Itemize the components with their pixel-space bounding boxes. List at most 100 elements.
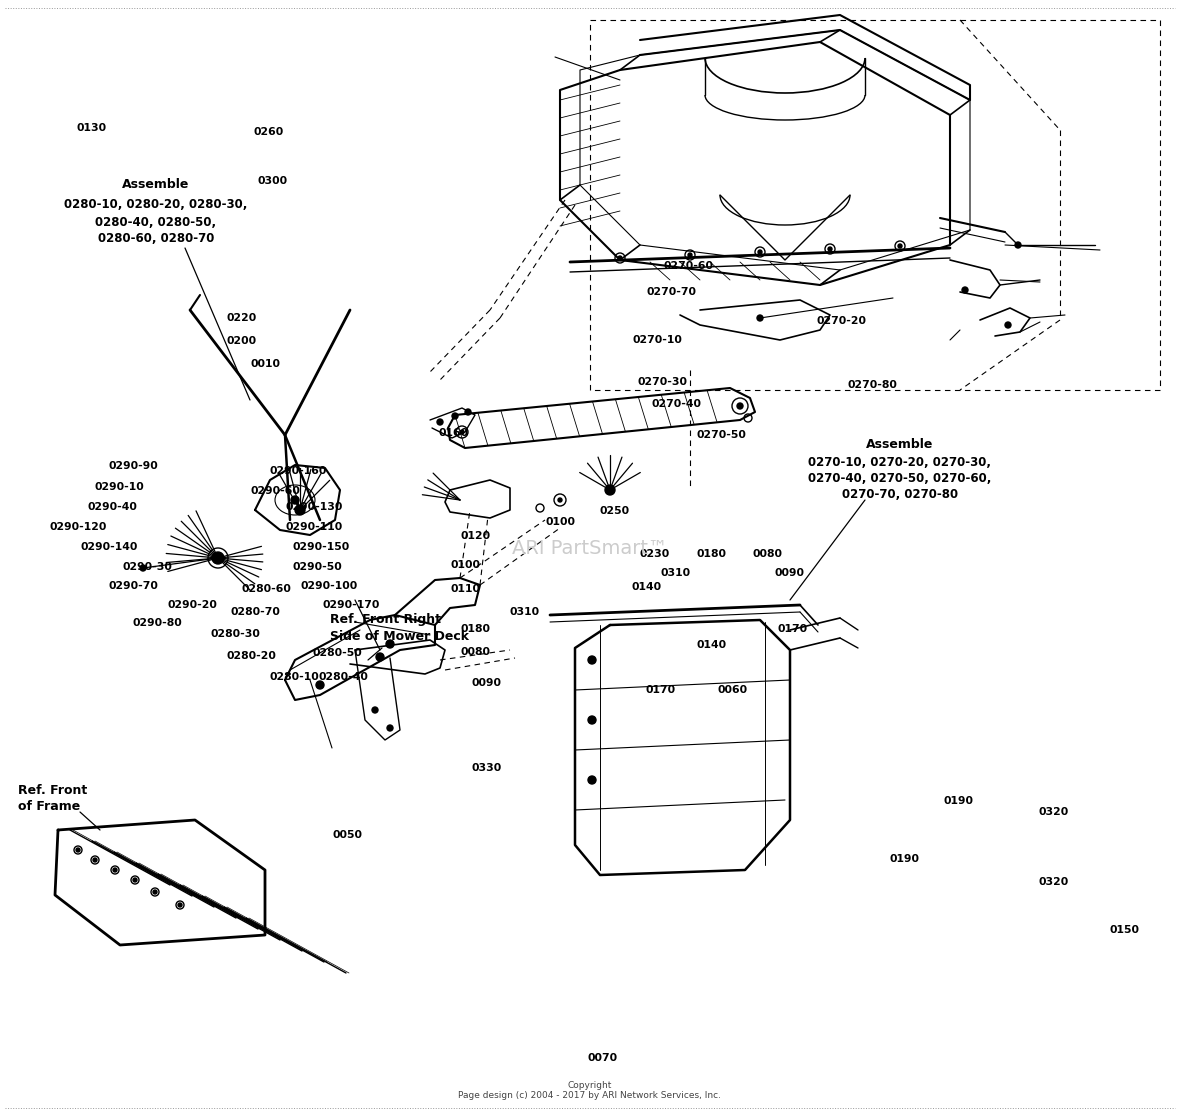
Circle shape [605, 485, 615, 496]
Text: 0270-10: 0270-10 [632, 336, 682, 345]
Text: 0120: 0120 [460, 531, 491, 540]
Text: 0080: 0080 [460, 647, 490, 656]
Circle shape [372, 708, 378, 713]
Circle shape [962, 287, 968, 294]
Circle shape [291, 496, 299, 504]
Circle shape [76, 848, 80, 852]
Circle shape [153, 889, 157, 894]
Text: 0280-60: 0280-60 [242, 585, 291, 594]
Circle shape [140, 565, 146, 571]
Text: 0270-70, 0270-80: 0270-70, 0270-80 [843, 488, 958, 500]
Text: 0130: 0130 [77, 124, 107, 133]
Text: 0270-70: 0270-70 [647, 288, 696, 297]
Text: 0170: 0170 [778, 625, 808, 634]
Text: 0290-90: 0290-90 [109, 462, 158, 471]
Circle shape [460, 430, 464, 434]
Text: 0090: 0090 [774, 568, 804, 577]
Text: 0140: 0140 [696, 641, 727, 650]
Text: 0080: 0080 [753, 549, 782, 558]
Text: 0310: 0310 [510, 607, 540, 616]
Circle shape [437, 418, 442, 425]
Text: Side of Mower Deck: Side of Mower Deck [330, 629, 468, 643]
Text: 0310: 0310 [661, 568, 691, 577]
Text: Assemble: Assemble [866, 439, 933, 452]
Text: 0100: 0100 [451, 560, 480, 569]
Text: 0010: 0010 [250, 359, 280, 368]
Circle shape [387, 725, 393, 731]
Text: 0290-120: 0290-120 [50, 522, 107, 531]
Circle shape [1005, 323, 1011, 328]
Text: 0290-20: 0290-20 [168, 600, 217, 609]
Text: Copyright: Copyright [568, 1080, 612, 1089]
Text: 0290-70: 0290-70 [109, 581, 158, 590]
Circle shape [212, 552, 224, 564]
Circle shape [452, 413, 458, 418]
Circle shape [316, 681, 324, 689]
Text: 0280-20: 0280-20 [227, 652, 276, 661]
Text: 0230: 0230 [640, 549, 670, 558]
Text: 0280-10, 0280-20, 0280-30,: 0280-10, 0280-20, 0280-30, [65, 199, 248, 212]
Text: 0150: 0150 [1109, 925, 1139, 934]
Text: 0270-60: 0270-60 [663, 261, 713, 270]
Text: 0290-30: 0290-30 [123, 562, 172, 571]
Circle shape [93, 858, 97, 862]
Text: 0270-40, 0270-50, 0270-60,: 0270-40, 0270-50, 0270-60, [808, 471, 991, 484]
Text: 0280-10: 0280-10 [269, 673, 319, 682]
Circle shape [1015, 242, 1021, 248]
Circle shape [465, 408, 471, 415]
Circle shape [376, 653, 384, 661]
Circle shape [738, 403, 743, 408]
Text: 0250: 0250 [599, 507, 630, 516]
Text: 0220: 0220 [227, 314, 257, 323]
Text: 0190: 0190 [890, 855, 919, 864]
Text: ARI PartSmart™: ARI PartSmart™ [512, 539, 668, 558]
Text: 0280-60, 0280-70: 0280-60, 0280-70 [98, 231, 215, 244]
Text: 0290-110: 0290-110 [286, 522, 343, 531]
Text: 0270-30: 0270-30 [637, 377, 687, 386]
Text: of Frame: of Frame [18, 799, 80, 812]
Text: 0180: 0180 [696, 549, 726, 558]
Text: 0190: 0190 [944, 797, 973, 806]
Circle shape [758, 315, 763, 321]
Text: 0260: 0260 [254, 127, 284, 136]
Text: Ref. Front Right: Ref. Front Right [330, 614, 441, 626]
Circle shape [386, 639, 394, 648]
Circle shape [898, 244, 902, 248]
Text: 0180: 0180 [460, 625, 490, 634]
Text: 0320: 0320 [1038, 877, 1069, 886]
Text: 0290-170: 0290-170 [322, 600, 380, 609]
Text: 0270-10, 0270-20, 0270-30,: 0270-10, 0270-20, 0270-30, [808, 455, 991, 469]
Text: 0290-160: 0290-160 [269, 466, 327, 475]
Text: 0050: 0050 [333, 830, 362, 839]
Text: Assemble: Assemble [123, 179, 190, 192]
Circle shape [688, 253, 691, 257]
Text: 0160: 0160 [439, 429, 470, 437]
Text: 0290-80: 0290-80 [132, 618, 182, 627]
Circle shape [828, 247, 832, 251]
Text: Page design (c) 2004 - 2017 by ARI Network Services, Inc.: Page design (c) 2004 - 2017 by ARI Netwo… [459, 1091, 721, 1100]
Text: 0290-50: 0290-50 [293, 562, 342, 571]
Circle shape [758, 250, 762, 254]
Text: 0280-40: 0280-40 [319, 673, 368, 682]
Text: 0270-80: 0270-80 [847, 381, 897, 389]
Circle shape [588, 776, 596, 785]
Text: 0290-60: 0290-60 [250, 487, 300, 496]
Text: 0290-10: 0290-10 [94, 482, 144, 491]
Text: 0280-30: 0280-30 [210, 629, 260, 638]
Text: 0290-130: 0290-130 [286, 502, 343, 511]
Text: 0110: 0110 [451, 585, 480, 594]
Text: 0270-20: 0270-20 [817, 317, 866, 326]
Text: 0290-40: 0290-40 [87, 502, 137, 511]
Circle shape [558, 498, 562, 502]
Text: 0270-50: 0270-50 [696, 431, 746, 440]
Circle shape [178, 903, 182, 907]
Text: 0270-40: 0270-40 [651, 400, 701, 408]
Text: 0170: 0170 [645, 685, 676, 694]
Text: 0100: 0100 [545, 518, 575, 527]
Text: 0280-50: 0280-50 [313, 648, 362, 657]
Circle shape [113, 868, 117, 872]
Circle shape [588, 716, 596, 724]
Text: 0330: 0330 [472, 763, 503, 772]
Text: 0140: 0140 [631, 583, 662, 591]
Text: Ref. Front: Ref. Front [18, 783, 87, 797]
